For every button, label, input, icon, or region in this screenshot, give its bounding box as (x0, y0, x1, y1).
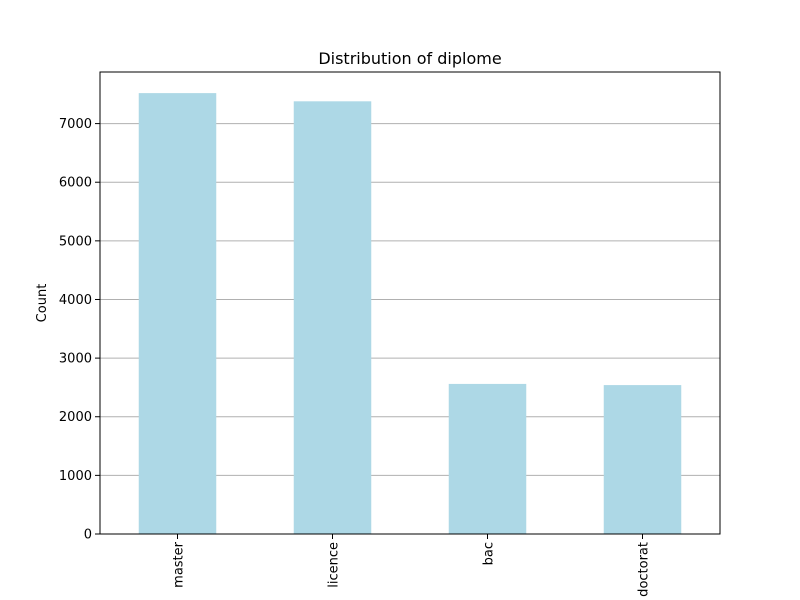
y-tick-label: 6000 (59, 176, 92, 191)
x-tick-label: doctorat (637, 542, 652, 597)
bar-doctorat (603, 385, 682, 534)
x-axis-ticks: master licence bac doctorat (172, 534, 652, 597)
bar-master (138, 93, 217, 534)
y-tick-label: 4000 (59, 293, 92, 308)
y-tick-label: 0 (84, 528, 92, 543)
y-axis-ticks: 0 1000 2000 3000 4000 5000 6000 7000 (59, 117, 100, 543)
y-tick-label: 1000 (59, 469, 92, 484)
bar-bac (448, 383, 527, 534)
y-tick-label: 5000 (59, 234, 92, 249)
x-tick-label: bac (482, 542, 497, 565)
bar-licence (293, 101, 372, 534)
y-axis-label: Count (35, 284, 50, 323)
chart-title: Distribution of diplome (318, 49, 501, 68)
bars (138, 93, 682, 534)
x-tick-label: licence (327, 542, 342, 588)
y-tick-label: 7000 (59, 117, 92, 132)
y-tick-label: 3000 (59, 352, 92, 367)
y-tick-label: 2000 (59, 410, 92, 425)
plot-area-frame (99, 71, 721, 535)
x-tick-label: master (172, 541, 187, 587)
